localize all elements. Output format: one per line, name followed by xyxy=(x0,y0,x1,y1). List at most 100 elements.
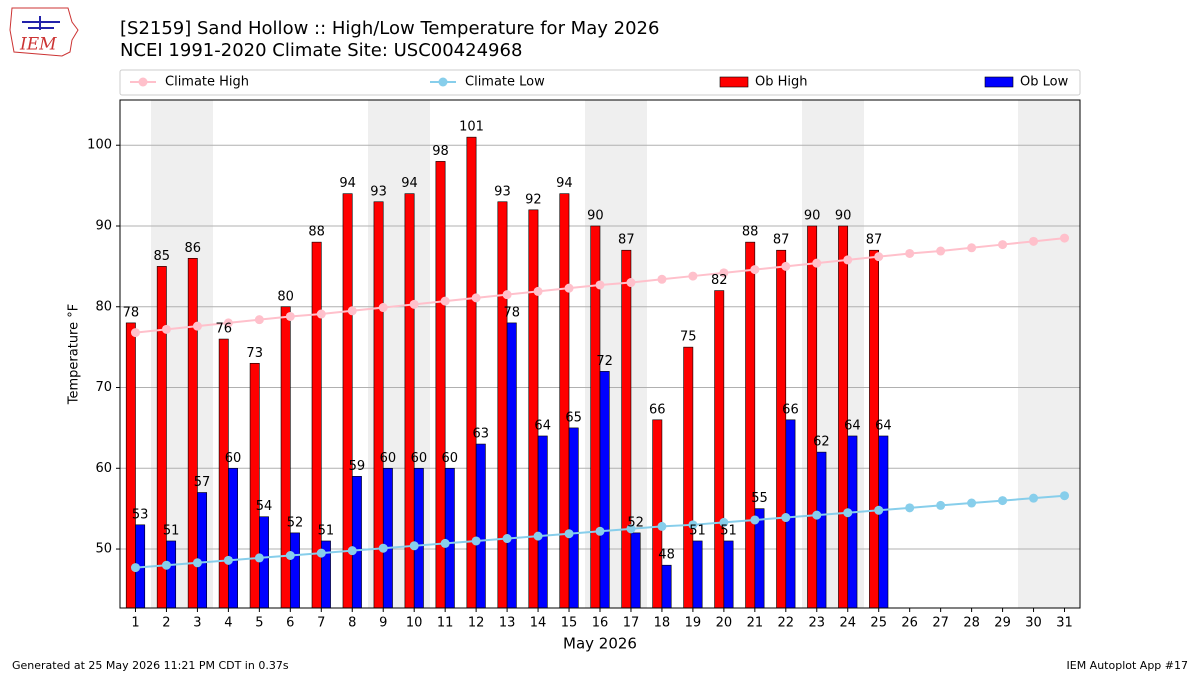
bar xyxy=(692,540,703,609)
y-tick-label: 70 xyxy=(95,380,112,395)
bar xyxy=(290,532,300,609)
data-label: 64 xyxy=(534,418,551,433)
point xyxy=(626,278,636,288)
x-tick-label: 5 xyxy=(255,616,263,631)
point xyxy=(750,265,760,275)
data-label: 72 xyxy=(596,354,613,369)
legend-marker xyxy=(438,77,448,87)
data-label: 88 xyxy=(742,225,759,240)
point xyxy=(1029,493,1039,503)
point xyxy=(657,274,667,284)
data-label: 87 xyxy=(773,233,790,248)
x-axis-label: May 2026 xyxy=(563,635,637,653)
point xyxy=(471,293,481,303)
point xyxy=(285,551,295,561)
bar xyxy=(187,257,198,609)
point xyxy=(564,283,574,293)
data-label: 94 xyxy=(401,176,418,191)
point xyxy=(409,541,419,551)
data-label: 87 xyxy=(618,233,635,248)
x-tick-label: 1 xyxy=(131,616,139,631)
x-tick-label: 6 xyxy=(286,616,294,631)
data-label: 90 xyxy=(835,208,852,223)
data-label: 76 xyxy=(215,322,232,337)
data-label: 51 xyxy=(163,523,180,538)
point xyxy=(657,521,667,531)
data-label: 60 xyxy=(380,451,397,466)
bar xyxy=(621,249,632,609)
data-label: 64 xyxy=(844,418,861,433)
logo-text: IEM xyxy=(19,35,57,55)
data-label: 60 xyxy=(411,451,428,466)
point xyxy=(998,240,1008,250)
data-label: 86 xyxy=(185,241,202,256)
point xyxy=(967,498,977,508)
point xyxy=(378,543,388,553)
data-label: 82 xyxy=(711,273,728,288)
point xyxy=(502,290,512,300)
legend-label: Climate High xyxy=(165,75,249,90)
shade xyxy=(1018,100,1080,608)
point xyxy=(316,548,326,558)
bar xyxy=(156,266,167,609)
data-label: 85 xyxy=(154,249,171,264)
data-label: 93 xyxy=(494,184,511,199)
point xyxy=(1060,233,1070,243)
x-tick-label: 18 xyxy=(654,616,671,631)
x-tick-label: 26 xyxy=(901,616,918,631)
legend-swatch xyxy=(719,76,749,88)
footer-right: IEM Autoplot App #17 xyxy=(1067,659,1189,672)
bar xyxy=(342,193,353,609)
x-tick-label: 3 xyxy=(193,616,201,631)
point xyxy=(161,560,171,570)
y-tick-label: 90 xyxy=(95,218,112,233)
legend-label: Ob Low xyxy=(1020,75,1069,90)
bar xyxy=(723,540,734,609)
bar xyxy=(537,435,548,609)
x-tick-label: 2 xyxy=(162,616,170,631)
point xyxy=(967,243,977,253)
x-tick-label: 16 xyxy=(592,616,609,631)
x-tick-label: 10 xyxy=(406,616,423,631)
bar xyxy=(807,225,818,609)
data-label: 51 xyxy=(318,523,335,538)
x-tick-label: 23 xyxy=(809,616,826,631)
point xyxy=(440,296,450,306)
bar xyxy=(475,443,486,609)
point xyxy=(843,255,853,265)
data-label: 52 xyxy=(627,515,644,530)
point xyxy=(440,538,450,548)
data-label: 51 xyxy=(720,523,737,538)
legend-marker xyxy=(138,77,148,87)
data-label: 60 xyxy=(225,451,242,466)
point xyxy=(409,299,419,309)
x-tick-label: 31 xyxy=(1056,616,1073,631)
data-label: 55 xyxy=(751,491,768,506)
data-label: 60 xyxy=(442,451,459,466)
point xyxy=(285,311,295,321)
data-label: 52 xyxy=(287,515,304,530)
data-label: 94 xyxy=(339,176,356,191)
y-tick-label: 100 xyxy=(87,138,112,153)
x-tick-label: 25 xyxy=(870,616,887,631)
bar xyxy=(249,362,260,609)
data-label: 90 xyxy=(804,208,821,223)
x-tick-label: 14 xyxy=(530,616,547,631)
data-label: 87 xyxy=(866,233,883,248)
bar xyxy=(838,225,849,609)
point xyxy=(1029,236,1039,246)
point xyxy=(595,280,605,290)
bar xyxy=(351,476,362,609)
x-tick-label: 9 xyxy=(379,616,387,631)
x-tick-label: 11 xyxy=(437,616,454,631)
bar xyxy=(683,346,694,609)
point xyxy=(316,309,326,319)
bar xyxy=(444,467,455,609)
point xyxy=(812,510,822,520)
point xyxy=(130,563,140,573)
point xyxy=(936,246,946,256)
bar xyxy=(166,540,177,609)
legend-box xyxy=(119,69,1081,96)
point xyxy=(843,508,853,518)
x-tick-label: 21 xyxy=(747,616,764,631)
